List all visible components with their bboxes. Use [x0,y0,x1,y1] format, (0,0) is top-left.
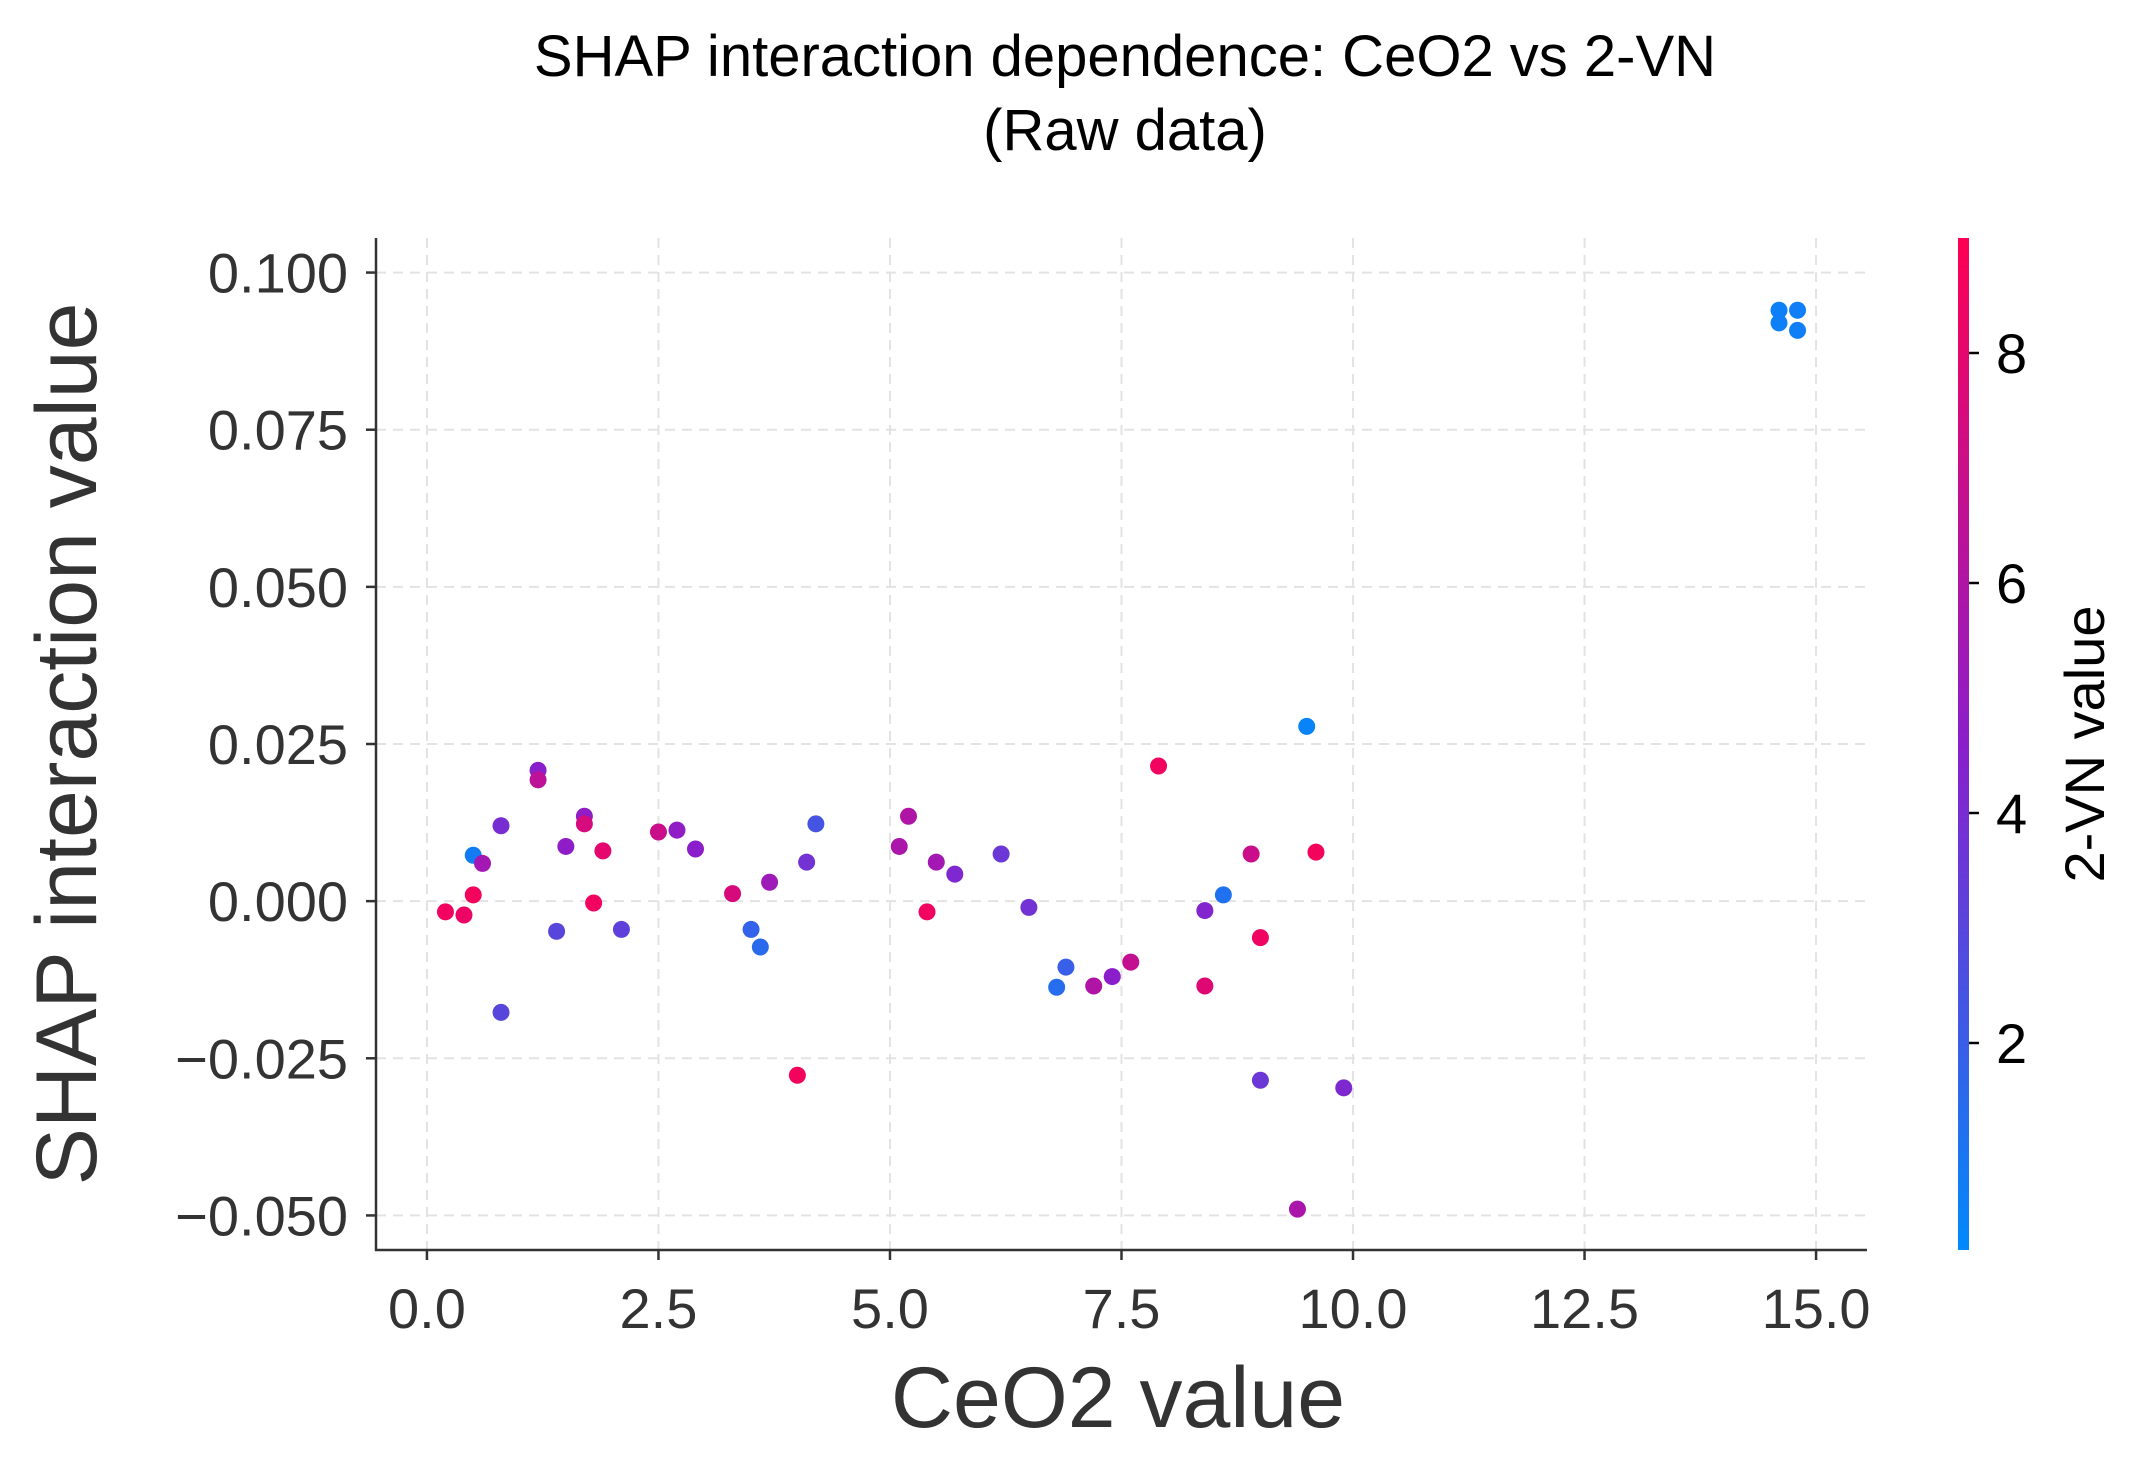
data-point [1103,968,1121,986]
data-point [1251,1071,1269,1089]
data-point [890,837,908,855]
data-point [1307,843,1325,861]
data-point [474,854,491,872]
data-point [1048,978,1066,996]
colorbar-tick-label: 6 [1996,552,2027,615]
data-point [1251,929,1269,947]
data-point [1020,898,1038,916]
data-point [1196,902,1214,920]
data-point [548,922,566,940]
data-point [946,865,964,883]
data-point [464,886,482,904]
data-point [1335,1079,1353,1097]
x-tick-label: 7.5 [1083,1277,1161,1340]
y-tick-label: 0.075 [208,399,348,462]
y-axis-label: SHAP interaction value [19,303,115,1186]
data-point [1789,301,1807,319]
scatter-points [436,301,1807,1218]
y-tick-label: 0.000 [208,870,348,933]
grid-lines [376,238,1867,1250]
chart-title: SHAP interaction dependence: CeO2 vs 2-V… [534,24,1716,89]
y-tick-label: −0.050 [175,1184,348,1247]
colorbar-label: 2-VN value [2053,605,2116,882]
x-tick-label: 2.5 [620,1277,698,1340]
data-point [1789,321,1807,339]
data-point [585,894,603,912]
data-point [1288,1200,1306,1218]
data-point [1196,977,1214,995]
data-point [668,821,686,839]
data-point [788,1066,806,1084]
data-point [529,771,547,789]
y-tick-label: 0.050 [208,556,348,619]
data-point [1085,977,1103,995]
y-axis-ticks: 0.100 0.075 0.050 0.025 0.000 −0.025 −0.050 [175,242,376,1247]
data-point [455,906,473,924]
x-tick-label: 10.0 [1299,1277,1408,1340]
colorbar-tick-label: 2 [1996,1012,2027,1075]
y-tick-label: 0.100 [208,242,348,305]
data-point [492,817,510,835]
data-point [1214,886,1232,904]
data-point [1298,717,1316,735]
data-point [557,837,575,855]
data-point [1770,314,1788,332]
data-point [807,815,825,833]
data-point [649,823,667,841]
data-point [742,920,760,938]
colorbar-tick-label: 8 [1996,322,2027,385]
data-point [918,903,936,921]
data-point [492,1003,510,1021]
x-tick-label: 0.0 [388,1277,466,1340]
data-point [751,938,769,956]
data-point [927,853,945,871]
colorbar [1958,238,1969,1250]
data-point [575,815,593,833]
y-tick-label: −0.025 [175,1027,348,1090]
data-point [1122,953,1140,971]
colorbar-ticks: 2 4 6 8 [1969,322,2027,1075]
data-point [687,840,704,858]
data-point [900,807,917,825]
data-point [436,903,454,921]
data-point [724,885,742,903]
data-point [612,920,630,938]
x-tick-label: 15.0 [1762,1277,1871,1340]
y-tick-label: 0.025 [208,713,348,776]
chart-subtitle: (Raw data) [983,98,1267,163]
x-axis-label: CeO2 value [891,1350,1345,1446]
x-axis-ticks: 0.0 2.5 5.0 7.5 10.0 12.5 15.0 [388,1250,1871,1340]
data-point [992,845,1010,863]
colorbar-tick-label: 4 [1996,782,2027,845]
data-point [1770,301,1788,319]
data-point [798,853,816,871]
data-point [761,873,779,891]
data-point [594,842,612,860]
x-tick-label: 5.0 [851,1277,929,1340]
data-point [1242,845,1260,863]
data-point [1057,958,1075,976]
data-point [1150,757,1168,775]
x-tick-label: 12.5 [1530,1277,1639,1340]
